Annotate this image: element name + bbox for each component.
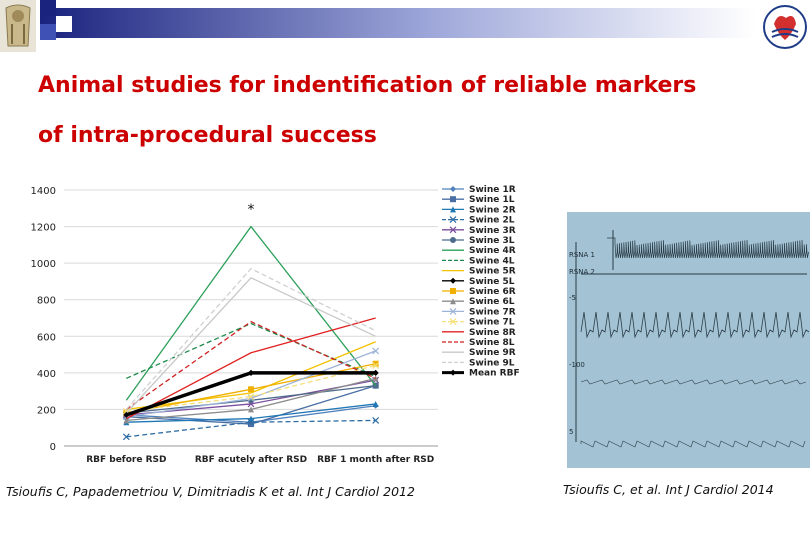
y-tick-label: 600 [37,332,56,343]
series-line [125,276,376,414]
legend-marker [450,369,456,376]
legend-label: Swine 1R [469,185,516,195]
y-tick-label: 400 [37,369,56,380]
header-bar [0,0,810,60]
series-point [248,421,254,428]
legend-label: Mean RBF [469,369,520,379]
legend-marker [450,237,456,243]
legend-marker [449,318,457,326]
y-tick-label: 1400 [31,186,56,197]
legend-label: Swine 9L [469,358,515,368]
series-point [248,406,254,413]
legend-marker [450,206,456,213]
chart-canvas: 0 200 400 600 800 1000 1200 1400 RBF before RSD R… [31,185,520,465]
channel-label: RSNA 2 [569,268,595,276]
x-tick-label: RBF 1 month after RSD [317,455,434,465]
x-tick-label: RBF before RSD [86,455,166,465]
series-point [248,386,254,393]
legend-label: Swine 9R [469,348,516,358]
y-tick-label: 200 [37,405,56,416]
series-line [125,225,377,401]
legend-label: Swine 2R [469,205,516,215]
legend-label: Swine 8L [469,338,515,348]
channel-label: 5 [569,428,573,436]
header-gradient-bar [40,0,755,40]
series-point [372,362,380,369]
legend-label: Swine 5R [469,267,516,277]
legend-marker [449,216,457,224]
recording-traces: RSNA 1 RSNA 2 -5 -100 5 [569,230,810,448]
legend-marker [450,277,456,284]
series-point [122,433,130,441]
legend-label: Swine 7R [469,307,516,317]
channel-label: -5 [569,294,576,302]
channel-label: -100 [569,361,585,369]
slide-title-line-2: of intra-procedural success [38,123,377,148]
legend-label: Swine 2L [469,216,515,226]
bp-trace [580,311,810,339]
series-line [126,419,376,438]
legend-label: Swine 4L [469,256,515,266]
legend-label: Swine 1L [469,195,515,205]
series-line [125,320,376,410]
series-point [372,369,379,376]
series-line [126,317,376,420]
series-point [247,393,255,401]
series-point [123,417,130,424]
y-tick-label: 0 [50,442,56,453]
series-point [372,360,379,367]
noise-trace [580,379,807,385]
series-line [126,364,376,412]
series-line [125,267,376,410]
series-point [372,416,380,424]
legend-marker [450,288,456,294]
legend-marker [449,226,457,234]
columns-icon [0,0,36,52]
significance-annotation: * [248,202,255,218]
legend-label: Swine 6R [469,287,516,297]
bottom-trace [580,440,806,448]
x-tick-label: RBF acutely after RSD [195,455,307,465]
legend-label: Swine 7L [469,318,515,328]
legend-label: Swine 8R [469,328,516,338]
rbf-line-chart: 0 200 400 600 800 1000 1200 1400 RBF before RSD R… [0,178,530,470]
citation-left: Tsioufis C, Papademetriou V, Dimitriadis… [6,484,415,499]
series-point [372,347,380,355]
nerve-activity-recording: RSNA 1 RSNA 2 -5 -100 5 [567,212,810,468]
y-tick-label: 1200 [31,223,56,234]
legend-label: Swine 3R [469,226,516,236]
legend-label: Swine 6L [469,297,515,307]
legend-marker [450,196,456,203]
legend-marker [450,298,456,305]
heart-emblem-icon [763,5,807,49]
legend-marker [449,307,457,315]
series-point [247,418,255,426]
legend-label: Swine 5L [469,277,515,287]
series-point [372,400,379,407]
legend-marker [450,186,456,192]
y-tick-label: 1000 [31,259,56,270]
citation-right: Tsioufis C, et al. Int J Cardiol 2014 [563,482,774,497]
rsna-trace-1 [607,237,809,259]
y-tick-label: 800 [37,296,56,307]
channel-label: RSNA 1 [569,251,595,259]
series-point [248,369,254,376]
series-point [123,411,130,418]
legend-label: Swine 3L [469,236,515,246]
slide-title-line-1: Animal studies for indentification of re… [38,73,697,98]
legend-label: Swine 4R [469,246,516,256]
